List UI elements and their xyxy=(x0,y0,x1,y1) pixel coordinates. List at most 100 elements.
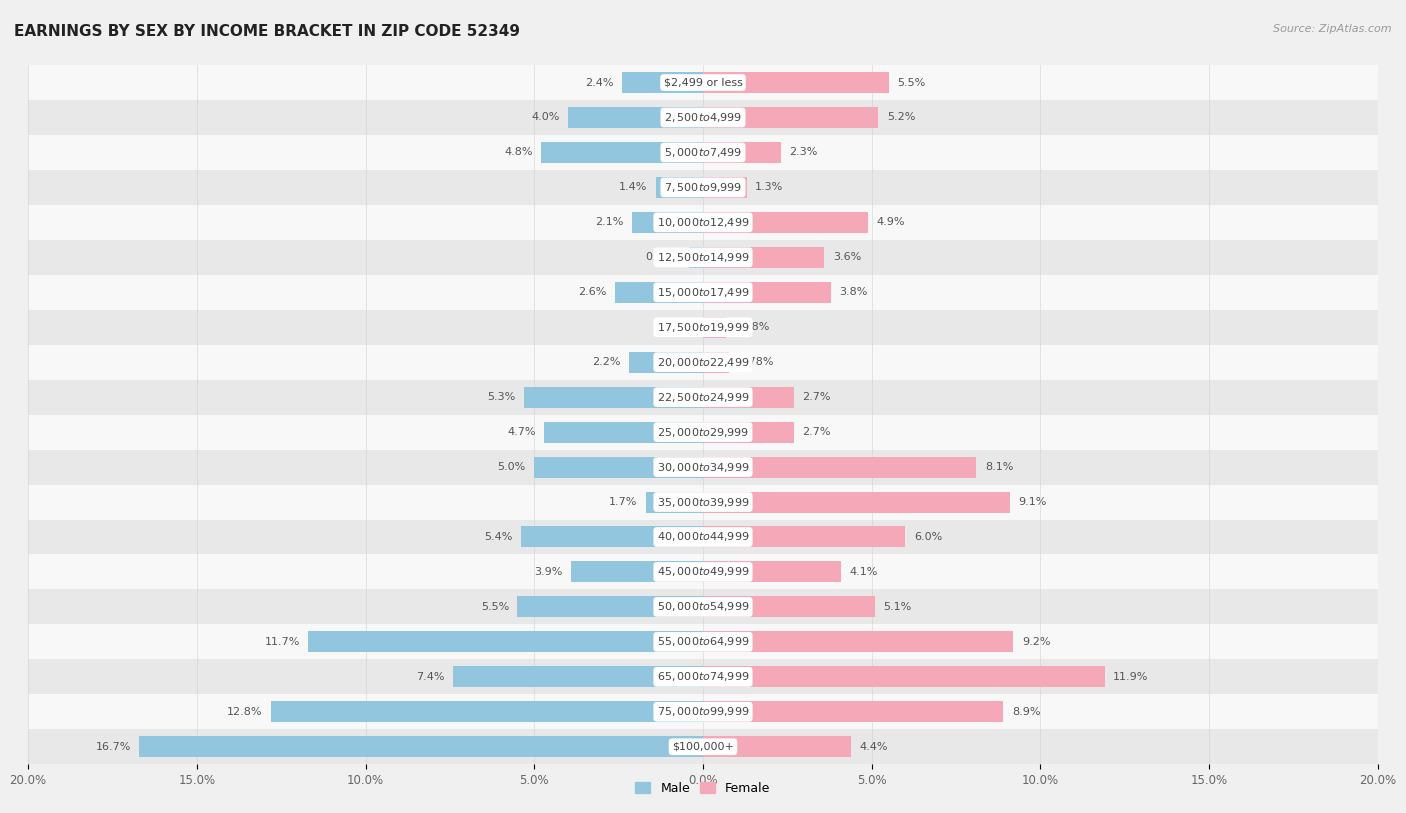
Text: 4.9%: 4.9% xyxy=(877,217,905,228)
Bar xyxy=(28,485,1378,520)
Text: 2.2%: 2.2% xyxy=(592,357,620,367)
Bar xyxy=(524,387,703,407)
Text: 5.3%: 5.3% xyxy=(488,392,516,402)
Text: $65,000 to $74,999: $65,000 to $74,999 xyxy=(657,671,749,683)
Legend: Male, Female: Male, Female xyxy=(630,777,776,800)
Text: $45,000 to $49,999: $45,000 to $49,999 xyxy=(657,566,749,578)
Text: 11.9%: 11.9% xyxy=(1114,672,1149,682)
Bar xyxy=(703,492,1010,512)
Bar xyxy=(28,170,1378,205)
Text: $12,500 to $14,999: $12,500 to $14,999 xyxy=(657,251,749,263)
Bar xyxy=(28,659,1378,694)
Text: $100,000+: $100,000+ xyxy=(672,741,734,752)
Bar xyxy=(308,632,703,652)
Text: 16.7%: 16.7% xyxy=(96,741,131,752)
Bar xyxy=(28,589,1378,624)
Bar xyxy=(703,737,852,757)
Bar xyxy=(703,212,869,233)
Text: $2,499 or less: $2,499 or less xyxy=(664,77,742,88)
Bar xyxy=(703,352,730,372)
Bar xyxy=(703,562,841,582)
Text: 4.7%: 4.7% xyxy=(508,427,536,437)
Text: 8.1%: 8.1% xyxy=(984,462,1014,472)
Text: $20,000 to $22,499: $20,000 to $22,499 xyxy=(657,356,749,368)
Bar xyxy=(571,562,703,582)
Text: $2,500 to $4,999: $2,500 to $4,999 xyxy=(664,111,742,124)
Text: 7.4%: 7.4% xyxy=(416,672,444,682)
Bar xyxy=(28,310,1378,345)
Text: EARNINGS BY SEX BY INCOME BRACKET IN ZIP CODE 52349: EARNINGS BY SEX BY INCOME BRACKET IN ZIP… xyxy=(14,24,520,39)
Text: 5.5%: 5.5% xyxy=(481,602,509,612)
Text: 4.8%: 4.8% xyxy=(505,147,533,158)
Bar xyxy=(28,100,1378,135)
Bar xyxy=(703,527,905,547)
Text: $25,000 to $29,999: $25,000 to $29,999 xyxy=(657,426,749,438)
Text: $40,000 to $44,999: $40,000 to $44,999 xyxy=(657,531,749,543)
Bar xyxy=(689,247,703,267)
Text: $15,000 to $17,499: $15,000 to $17,499 xyxy=(657,286,749,298)
Bar xyxy=(703,457,976,477)
Text: 12.8%: 12.8% xyxy=(228,706,263,717)
Text: $10,000 to $12,499: $10,000 to $12,499 xyxy=(657,216,749,228)
Bar xyxy=(703,317,725,337)
Text: 3.9%: 3.9% xyxy=(534,567,562,577)
Bar xyxy=(520,527,703,547)
Bar xyxy=(703,247,824,267)
Bar xyxy=(453,667,703,687)
Bar xyxy=(28,380,1378,415)
Text: 2.6%: 2.6% xyxy=(578,287,607,298)
Bar xyxy=(703,387,794,407)
Bar xyxy=(544,422,703,442)
Bar xyxy=(139,737,703,757)
Bar xyxy=(633,212,703,233)
Bar xyxy=(568,107,703,128)
Bar xyxy=(703,72,889,93)
Text: $50,000 to $54,999: $50,000 to $54,999 xyxy=(657,601,749,613)
Text: 1.7%: 1.7% xyxy=(609,497,637,507)
Text: $35,000 to $39,999: $35,000 to $39,999 xyxy=(657,496,749,508)
Bar xyxy=(28,135,1378,170)
Text: 3.8%: 3.8% xyxy=(839,287,868,298)
Bar xyxy=(703,632,1014,652)
Text: 0.0%: 0.0% xyxy=(666,322,695,333)
Bar xyxy=(703,422,794,442)
Text: 2.7%: 2.7% xyxy=(803,427,831,437)
Text: $55,000 to $64,999: $55,000 to $64,999 xyxy=(657,636,749,648)
Text: 6.0%: 6.0% xyxy=(914,532,942,542)
Bar xyxy=(28,415,1378,450)
Text: 9.1%: 9.1% xyxy=(1018,497,1047,507)
Bar xyxy=(28,240,1378,275)
Text: $75,000 to $99,999: $75,000 to $99,999 xyxy=(657,706,749,718)
Bar xyxy=(28,694,1378,729)
Text: 0.78%: 0.78% xyxy=(738,357,773,367)
Bar xyxy=(703,702,1004,722)
Text: 0.42%: 0.42% xyxy=(645,252,681,263)
Bar xyxy=(628,352,703,372)
Bar xyxy=(28,65,1378,100)
Text: $7,500 to $9,999: $7,500 to $9,999 xyxy=(664,181,742,193)
Text: 9.2%: 9.2% xyxy=(1022,637,1050,647)
Bar xyxy=(28,729,1378,764)
Text: 4.4%: 4.4% xyxy=(860,741,889,752)
Text: 2.1%: 2.1% xyxy=(595,217,624,228)
Text: 2.7%: 2.7% xyxy=(803,392,831,402)
Bar xyxy=(28,450,1378,485)
Text: $17,500 to $19,999: $17,500 to $19,999 xyxy=(657,321,749,333)
Bar xyxy=(28,624,1378,659)
Bar xyxy=(621,72,703,93)
Bar xyxy=(703,667,1105,687)
Text: $30,000 to $34,999: $30,000 to $34,999 xyxy=(657,461,749,473)
Bar xyxy=(541,142,703,163)
Bar xyxy=(28,520,1378,554)
Bar xyxy=(645,492,703,512)
Bar xyxy=(28,554,1378,589)
Text: 3.6%: 3.6% xyxy=(832,252,860,263)
Text: 5.0%: 5.0% xyxy=(498,462,526,472)
Bar xyxy=(703,142,780,163)
Bar xyxy=(271,702,703,722)
Bar xyxy=(703,107,879,128)
Text: 4.0%: 4.0% xyxy=(531,112,560,123)
Text: 5.1%: 5.1% xyxy=(883,602,911,612)
Bar xyxy=(703,597,875,617)
Text: Source: ZipAtlas.com: Source: ZipAtlas.com xyxy=(1274,24,1392,34)
